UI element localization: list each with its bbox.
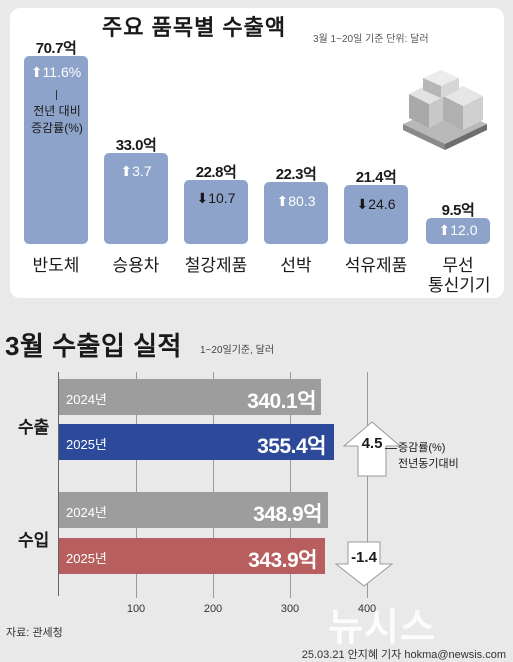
bar-year-label: 2024년: [66, 392, 107, 407]
bar-import-2025: [59, 538, 325, 574]
gridline: [367, 372, 368, 598]
category-label: 선박: [280, 256, 312, 275]
bar-petroleum: [344, 185, 408, 244]
bar-value-label: 340.1억: [247, 390, 316, 413]
bar-passenger-car: [104, 153, 168, 244]
bar-value-label: 22.3억: [275, 166, 317, 183]
category-label: 반도체: [32, 256, 80, 275]
down-arrow-icon: ⬇: [356, 196, 369, 212]
category-label: 철강제품: [184, 256, 248, 275]
yoy-change-up: ⬆11.6%: [30, 64, 82, 80]
bar-value-label: 348.9억: [253, 503, 322, 526]
import-change-value: -1.4: [351, 549, 377, 566]
bar-export-2024: [59, 379, 321, 415]
bar-value-label: 21.4억: [355, 169, 397, 186]
yoy-change-up: ⬆12.0: [438, 222, 478, 238]
category-label: 승용차: [112, 256, 160, 275]
bar-wireless: [426, 218, 490, 244]
top-chart-title: 주요 품목별 수출액: [102, 15, 287, 40]
export-group-label: 수출: [18, 418, 50, 437]
bar-value-label: 33.0억: [115, 137, 157, 154]
top-chart-subtitle: 3월 1~20일 기준 단위: 달러: [313, 34, 429, 45]
yoy-note: 전년 대비 증감률(%): [31, 104, 83, 135]
source-note: 자료: 관세청: [6, 627, 63, 639]
up-arrow-icon: [342, 421, 402, 477]
x-tick-label: 300: [280, 603, 300, 615]
bar-ship: [264, 182, 328, 244]
gridline: [136, 372, 137, 598]
x-tick-label: 400: [357, 603, 377, 615]
up-arrow-icon: ⬆: [276, 193, 289, 209]
bottom-chart-subtitle: 1~20일기준, 달러: [200, 345, 275, 356]
bar-value-label: 22.8억: [195, 164, 237, 181]
bar-steel: [184, 180, 248, 244]
import-group-label: 수입: [18, 531, 50, 550]
up-arrow-icon: ⬆: [120, 163, 133, 179]
down-arrow-icon: ⬇: [196, 190, 209, 206]
newsis-watermark: 뉴시스: [328, 607, 436, 649]
down-arrow-icon: [334, 541, 394, 587]
gridline: [213, 372, 214, 598]
gridline: [290, 372, 291, 598]
x-tick-label: 100: [126, 603, 146, 615]
bar-year-label: 2025년: [66, 437, 107, 452]
yoy-change-up: ⬆80.3: [276, 193, 316, 209]
bar-value-label: 70.7억: [35, 40, 77, 57]
up-arrow-icon: ⬆: [438, 222, 451, 238]
bottom-chart-title: 3월 수출입 실적: [5, 331, 182, 361]
yoy-change-up: ⬆3.7: [120, 163, 152, 179]
change-legend: 증감률(%) 전년동기대비: [398, 442, 459, 470]
yoy-note-connector: [56, 90, 57, 100]
up-arrow-icon: ⬆: [30, 64, 43, 80]
bar-year-label: 2025년: [66, 551, 107, 566]
bar-export-2025: [59, 424, 334, 460]
export-change-value: 4.5: [361, 435, 383, 452]
bar-value-label: 9.5억: [441, 202, 475, 219]
bar-value-label: 355.4억: [257, 435, 326, 458]
bar-semiconductor: [24, 56, 88, 244]
export-boxes-illustration: [403, 70, 487, 150]
category-label: 무선 통신기기: [428, 256, 491, 295]
top-chart-panel: [10, 8, 504, 298]
x-tick-label: 200: [203, 603, 223, 615]
yoy-change-down: ⬇10.7: [196, 190, 236, 206]
bar-value-label: 343.9억: [248, 549, 317, 572]
bar-import-2024: [59, 492, 328, 528]
legend-connector: [385, 448, 397, 449]
credit-line: 25.03.21 안지혜 기자 hokma@newsis.com: [301, 649, 506, 661]
gridline: [58, 372, 59, 596]
category-label: 석유제품: [344, 256, 408, 275]
yoy-change-down: ⬇24.6: [356, 196, 396, 212]
bar-year-label: 2024년: [66, 505, 107, 520]
